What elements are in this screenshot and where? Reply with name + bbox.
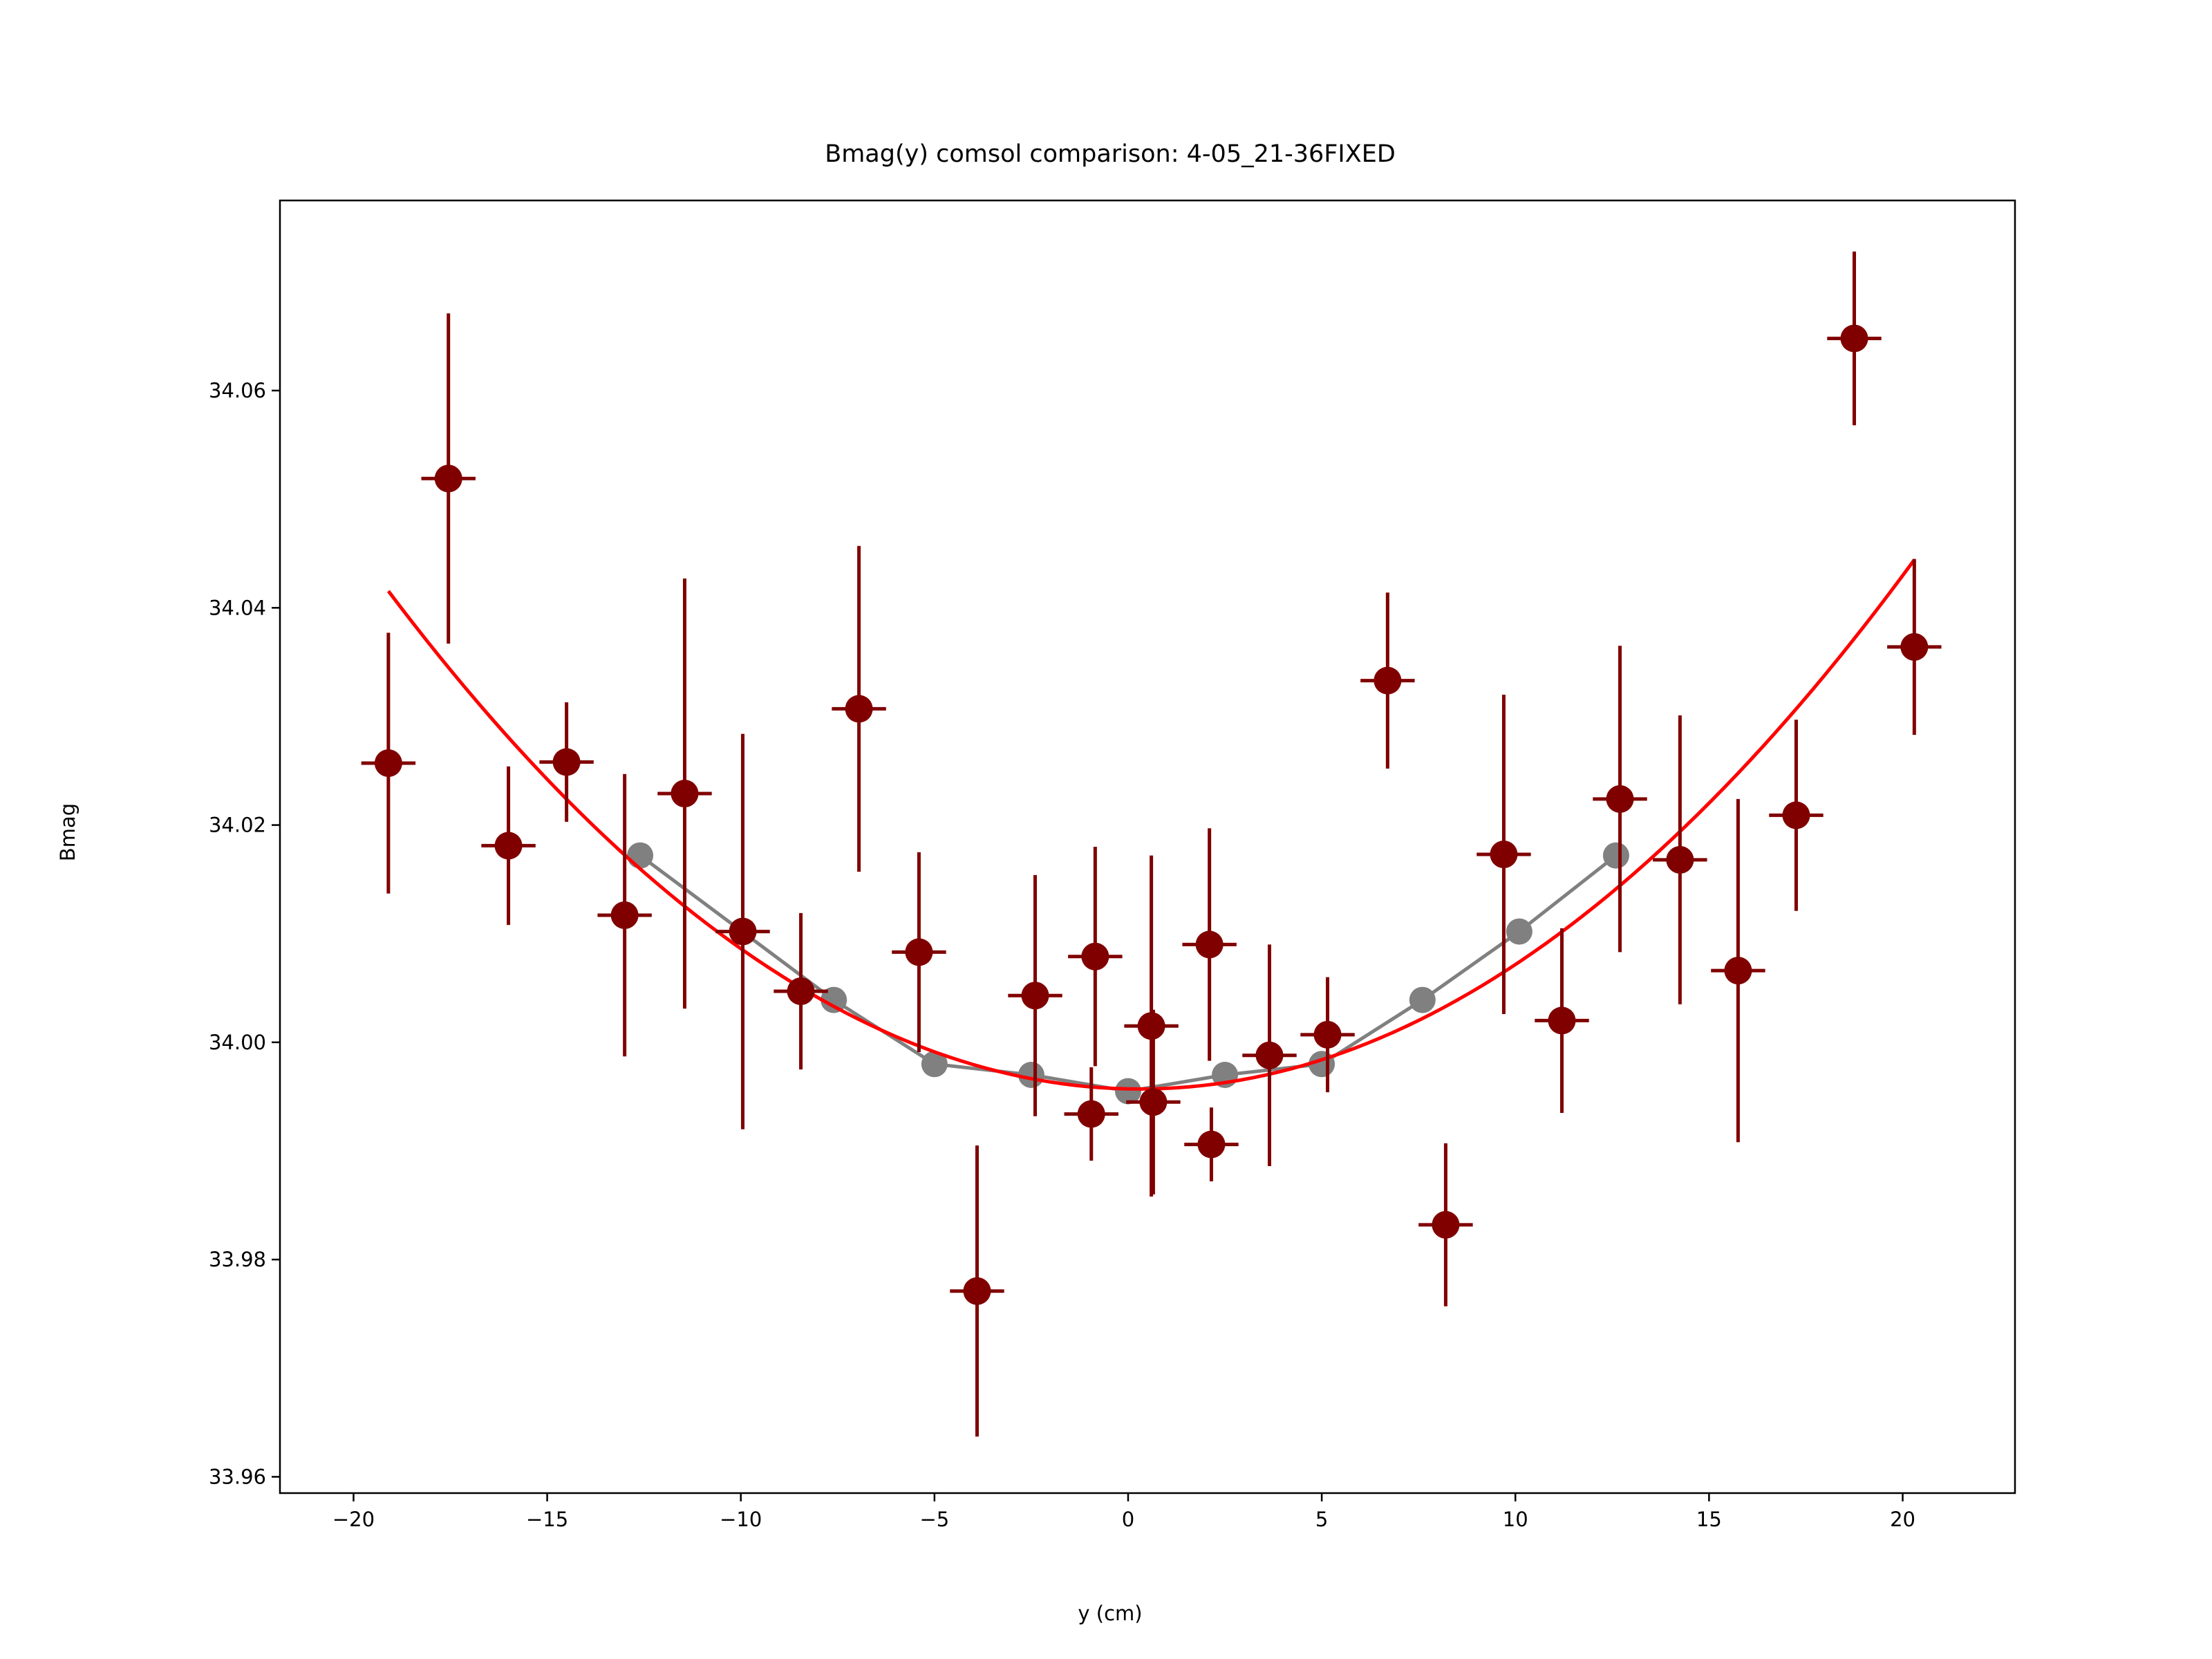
- comsol-point: [627, 842, 654, 869]
- x-tick-label: −5: [919, 1508, 949, 1531]
- comsol-point: [1602, 842, 1629, 869]
- measured-point: [1081, 942, 1109, 971]
- measured-point: [1548, 1006, 1576, 1035]
- x-tick-label: 20: [1890, 1508, 1915, 1531]
- measured-point: [1782, 801, 1810, 830]
- measured-point: [729, 917, 757, 946]
- measured-point: [1137, 1012, 1165, 1040]
- comsol-point: [1409, 986, 1436, 1013]
- comsol-point: [821, 986, 847, 1013]
- measured-point: [374, 749, 402, 777]
- measured-point: [1313, 1020, 1342, 1049]
- y-tick-label: 34.00: [209, 1031, 266, 1054]
- measured-point: [494, 832, 523, 860]
- x-tick-label: 10: [1503, 1508, 1528, 1531]
- measured-point: [1195, 930, 1224, 959]
- x-axis-ticks: −20 −15 −10 −5 0 5 10 15 20: [332, 1493, 1915, 1531]
- measured-point: [1021, 982, 1049, 1010]
- comsol-point: [1018, 1062, 1044, 1088]
- measured-point: [1724, 957, 1752, 985]
- y-tick-label: 33.98: [209, 1248, 266, 1271]
- x-tick-label: −10: [720, 1508, 762, 1531]
- measured-point: [1840, 324, 1868, 353]
- y-axis-label: Bmag: [56, 803, 79, 861]
- measured-point: [1666, 845, 1694, 874]
- measured-point: [434, 465, 462, 493]
- y-tick-label: 34.04: [209, 596, 266, 619]
- comsol-point: [921, 1051, 948, 1078]
- measured-point: [1139, 1088, 1168, 1116]
- x-tick-label: 5: [1315, 1508, 1328, 1531]
- y-axis-ticks: 33.96 33.98 34.00 34.02 34.04 34.06: [209, 379, 280, 1488]
- y-tick-label: 33.96: [209, 1465, 266, 1488]
- x-axis-label: y (cm): [1078, 1602, 1142, 1625]
- measured-point: [963, 1277, 991, 1305]
- measured-point: [671, 780, 699, 807]
- measured-point: [845, 695, 873, 723]
- measured-point: [1432, 1210, 1460, 1239]
- measured-point: [1197, 1130, 1226, 1159]
- measured-point: [1606, 785, 1634, 813]
- y-tick-label: 34.06: [209, 379, 266, 402]
- comsol-point: [1506, 918, 1533, 945]
- measured-point: [1900, 632, 1929, 661]
- measured-point: [1077, 1100, 1105, 1128]
- measured-point: [1255, 1041, 1284, 1069]
- chart-title: Bmag(y) comsol comparison: 4-05_21-36FIX…: [825, 140, 1396, 168]
- plot-marks: [361, 251, 1942, 1437]
- measured-point: [610, 901, 639, 929]
- x-tick-label: 15: [1696, 1508, 1722, 1531]
- axes-frame: [279, 199, 2016, 1494]
- measured-point: [787, 977, 815, 1005]
- x-tick-label: 0: [1122, 1508, 1134, 1531]
- x-tick-label: −20: [332, 1508, 375, 1531]
- y-tick-label: 34.02: [209, 814, 266, 837]
- x-tick-label: −15: [526, 1508, 568, 1531]
- comsol-point: [1114, 1078, 1141, 1105]
- measured-point: [1490, 841, 1518, 868]
- measured-point: [1374, 666, 1402, 695]
- measured-point: [552, 748, 581, 776]
- measured-point: [905, 938, 933, 966]
